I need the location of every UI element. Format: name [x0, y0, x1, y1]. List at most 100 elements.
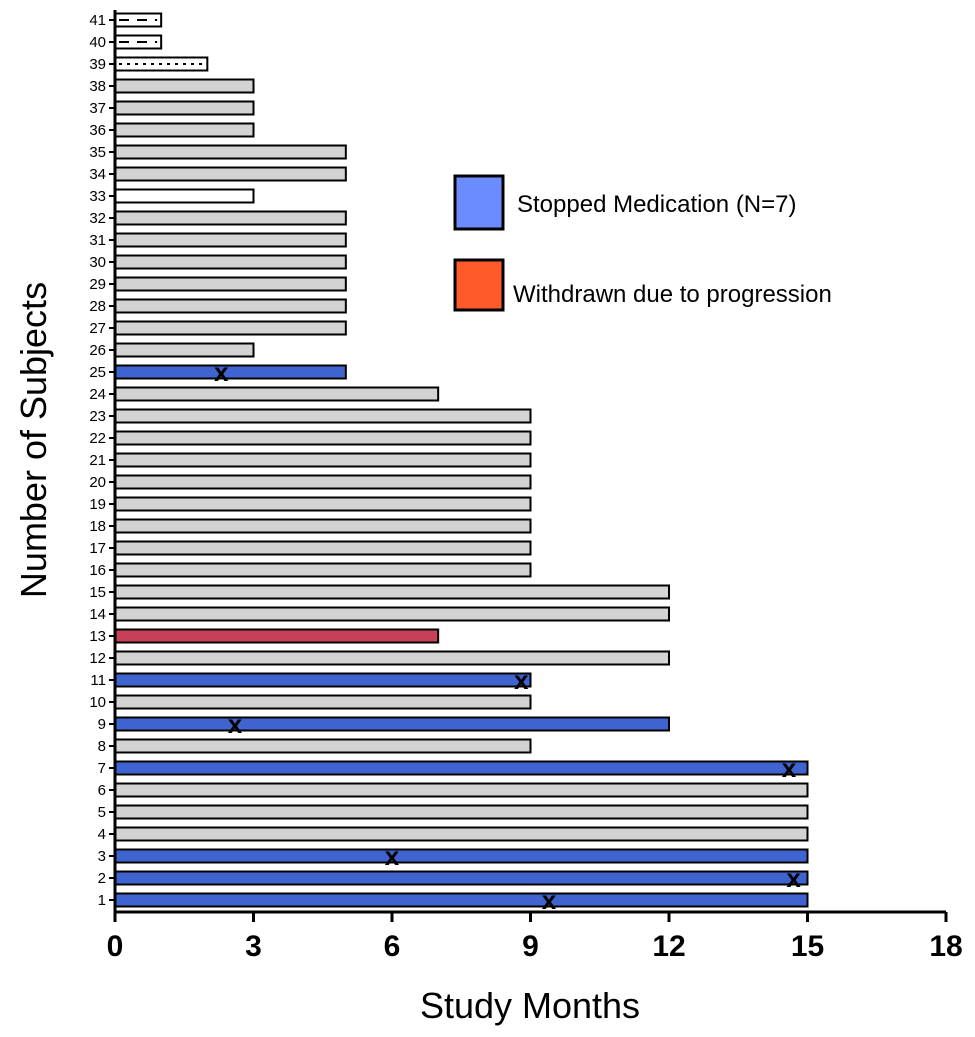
ytick-label-25: 25	[89, 364, 106, 381]
bar-subject-31	[114, 232, 347, 248]
ytick-label-40: 40	[89, 34, 106, 51]
ytick-label-5: 5	[98, 804, 106, 821]
ytick-label-36: 36	[89, 122, 106, 139]
ytick-label-3: 3	[98, 848, 106, 865]
legend: Stopped Medication (N=7) Withdrawn due t…	[453, 174, 832, 312]
legend-swatch-progression	[453, 258, 505, 312]
bar-subject-28	[114, 298, 347, 314]
xtick-label-6: 6	[384, 930, 401, 963]
xtick-label-9: 9	[522, 930, 539, 963]
bar-subject-32	[114, 210, 347, 226]
ytick-label-29: 29	[89, 276, 106, 293]
xtick-label-3: 3	[245, 930, 262, 963]
x-mark-subject-25: x	[214, 357, 229, 387]
ytick-label-32: 32	[89, 210, 106, 227]
ytick-label-39: 39	[89, 56, 106, 73]
ytick-label-12: 12	[89, 650, 106, 667]
bar-subject-30	[114, 254, 347, 270]
bar-subject-36	[114, 122, 255, 138]
ytick-label-31: 31	[89, 232, 106, 249]
x-mark-subject-1: x	[542, 885, 557, 915]
bar-subject-21	[114, 452, 532, 468]
bar-subject-13	[114, 628, 440, 644]
legend-swatch-stopped	[453, 174, 505, 231]
xtick-label-0: 0	[107, 930, 124, 963]
ytick-label-2: 2	[98, 870, 106, 887]
x-marks-group: x x x x x x x	[214, 357, 801, 915]
bar-subject-19	[114, 496, 532, 512]
bar-subject-22	[114, 430, 532, 446]
xtick-label-18: 18	[929, 930, 962, 963]
bar-subject-4	[114, 826, 809, 842]
ytick-label-16: 16	[89, 562, 106, 579]
ytick-label-24: 24	[89, 386, 106, 403]
y-axis-title: Number of Subjects	[13, 282, 54, 598]
ytick-label-18: 18	[89, 518, 106, 535]
ytick-label-4: 4	[98, 826, 106, 843]
bar-subject-2	[114, 870, 809, 886]
bar-subject-5	[114, 804, 809, 820]
xtick-label-12: 12	[652, 930, 685, 963]
ytick-label-7: 7	[98, 760, 106, 777]
bar-subject-10	[114, 694, 532, 710]
xtick-label-15: 15	[791, 930, 824, 963]
ytick-label-21: 21	[89, 452, 106, 469]
ytick-label-23: 23	[89, 408, 106, 425]
x-mark-subject-9: x	[228, 709, 243, 739]
bar-subject-11	[114, 672, 532, 688]
bar-subject-38	[114, 78, 255, 94]
bar-subject-6	[114, 782, 809, 798]
bars-group	[114, 12, 809, 908]
bar-subject-37	[114, 100, 255, 116]
ytick-label-20: 20	[89, 474, 106, 491]
ytick-label-30: 30	[89, 254, 106, 271]
ytick-label-1: 1	[98, 892, 106, 909]
x-mark-subject-7: x	[782, 753, 797, 783]
bar-subject-24	[114, 386, 440, 402]
bar-subject-9	[114, 716, 670, 732]
x-mark-subject-3: x	[385, 841, 400, 871]
ytick-label-26: 26	[89, 342, 106, 359]
bar-subject-23	[114, 408, 532, 424]
bar-subject-7	[114, 760, 809, 776]
bar-subject-33	[114, 188, 255, 204]
ytick-label-41: 41	[89, 12, 106, 29]
bar-subject-1	[114, 892, 809, 908]
bar-subject-8	[114, 738, 532, 754]
ytick-label-17: 17	[89, 540, 106, 557]
x-ticks-group: 0 3 6 9 12 15 18	[107, 912, 963, 963]
ytick-label-10: 10	[89, 694, 106, 711]
y-ticks-group: 1234567891011121314151617181920212223242…	[89, 12, 115, 909]
ytick-label-34: 34	[89, 166, 106, 183]
x-axis-title: Study Months	[420, 985, 640, 1026]
bar-subject-20	[114, 474, 532, 490]
ytick-label-33: 33	[89, 188, 106, 205]
bar-subject-34	[114, 166, 347, 182]
ytick-label-13: 13	[89, 628, 106, 645]
ytick-label-15: 15	[89, 584, 106, 601]
ytick-label-28: 28	[89, 298, 106, 315]
ytick-label-35: 35	[89, 144, 106, 161]
ytick-label-8: 8	[98, 738, 106, 755]
ytick-label-27: 27	[89, 320, 106, 337]
bar-subject-17	[114, 540, 532, 556]
bar-subject-18	[114, 518, 532, 534]
ytick-label-37: 37	[89, 100, 106, 117]
bar-subject-25	[114, 364, 347, 380]
ytick-label-11: 11	[90, 672, 106, 689]
bar-subject-14	[114, 606, 670, 622]
ytick-label-38: 38	[89, 78, 106, 95]
bar-subject-3	[114, 848, 809, 864]
ytick-label-22: 22	[89, 430, 106, 447]
bar-subject-35	[114, 144, 347, 160]
bar-subject-27	[114, 320, 347, 336]
ytick-label-6: 6	[98, 782, 106, 799]
legend-label-stopped: Stopped Medication (N=7)	[517, 191, 797, 218]
ytick-label-14: 14	[89, 606, 106, 623]
bar-subject-26	[114, 342, 255, 358]
bar-subject-15	[114, 584, 670, 600]
bar-subject-29	[114, 276, 347, 292]
ytick-label-9: 9	[98, 716, 106, 733]
